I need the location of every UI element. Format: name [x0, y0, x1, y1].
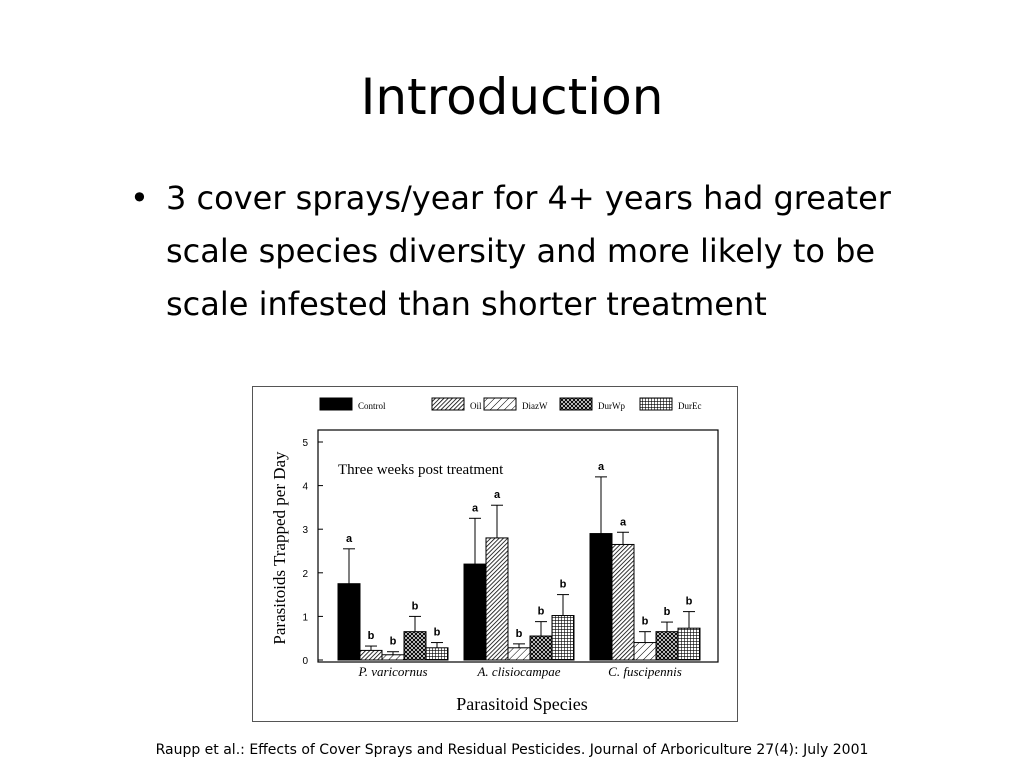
legend-swatch: [559, 397, 593, 411]
y-axis-label: Parasitoids Trapped per Day: [270, 451, 289, 645]
significance-letter: b: [434, 627, 441, 639]
legend-label: DiazW: [522, 401, 548, 411]
significance-letter: b: [642, 616, 649, 628]
legend-swatch: [639, 397, 673, 411]
legend-label: Oil: [470, 401, 482, 411]
bullet-dot-icon: •: [130, 179, 149, 217]
bar: [507, 647, 531, 661]
y-tick-label: 1: [302, 612, 308, 623]
significance-letter: b: [686, 596, 693, 608]
y-tick-label: 4: [302, 482, 308, 493]
significance-letter: a: [346, 533, 353, 545]
bullet-text: 3 cover sprays/year for 4+ years had gre…: [166, 179, 891, 323]
significance-letter: a: [620, 516, 627, 528]
category-label: P. varicornus: [357, 664, 427, 679]
x-axis: P. varicornus A. clisiocampae C. fuscipenn…: [357, 664, 681, 679]
significance-letter: b: [516, 628, 523, 640]
significance-letter: a: [494, 489, 501, 501]
significance-letter: b: [538, 606, 545, 618]
plot-frame: [317, 429, 719, 663]
significance-letter: b: [390, 636, 397, 648]
category-label: A. clisiocampae: [476, 664, 560, 679]
bar: [463, 563, 487, 661]
legend-label: DurWp: [598, 401, 625, 411]
bar: [359, 649, 383, 661]
y-tick-label: 0: [302, 656, 308, 667]
legend-swatch: [319, 397, 353, 411]
significance-letter: b: [412, 600, 419, 612]
bar: [485, 537, 509, 661]
citation: Raupp et al.: Effects of Cover Sprays an…: [155, 742, 869, 758]
significance-letter: b: [368, 630, 375, 642]
bar: [425, 647, 449, 661]
bar: [677, 627, 701, 661]
bar: [611, 543, 635, 661]
bar: [551, 615, 575, 661]
y-tick-label: 2: [302, 569, 308, 580]
x-axis-label: Parasitoid Species: [456, 694, 587, 714]
significance-letter: a: [598, 461, 605, 473]
slide-title: Introduction: [360, 68, 664, 126]
legend-swatch: [431, 397, 465, 411]
y-tick-label: 3: [302, 525, 308, 536]
bar-group: a a b b b: [589, 461, 701, 661]
chart-legend: Control Oil DiazW DurWp DurEc: [319, 397, 702, 411]
significance-letter: a: [472, 502, 479, 514]
bar: [633, 642, 657, 661]
category-label: C. fuscipennis: [608, 664, 682, 679]
significance-letter: b: [560, 579, 567, 591]
legend-label: Control: [358, 401, 386, 411]
bar: [529, 635, 553, 661]
y-axis: 0 1 2 3 4 5: [302, 438, 323, 667]
bar-groups: a b b b b a a b b b a a b b b: [337, 461, 701, 661]
bullet-list: • 3 cover sprays/year for 4+ years had g…: [128, 172, 918, 331]
legend-swatch: [483, 397, 517, 411]
bar: [589, 533, 613, 661]
bar-group: a b b b b: [337, 533, 449, 661]
bar-group: a a b b b: [463, 489, 575, 661]
significance-letter: b: [664, 606, 671, 618]
bar: [381, 654, 405, 661]
bar: [403, 631, 427, 661]
bullet-item: • 3 cover sprays/year for 4+ years had g…: [128, 172, 918, 331]
bar: [337, 583, 361, 661]
bar: [655, 631, 679, 661]
chart-annotation: Three weeks post treatment: [338, 462, 504, 478]
legend-label: DurEc: [678, 401, 702, 411]
y-tick-label: 5: [302, 438, 308, 449]
